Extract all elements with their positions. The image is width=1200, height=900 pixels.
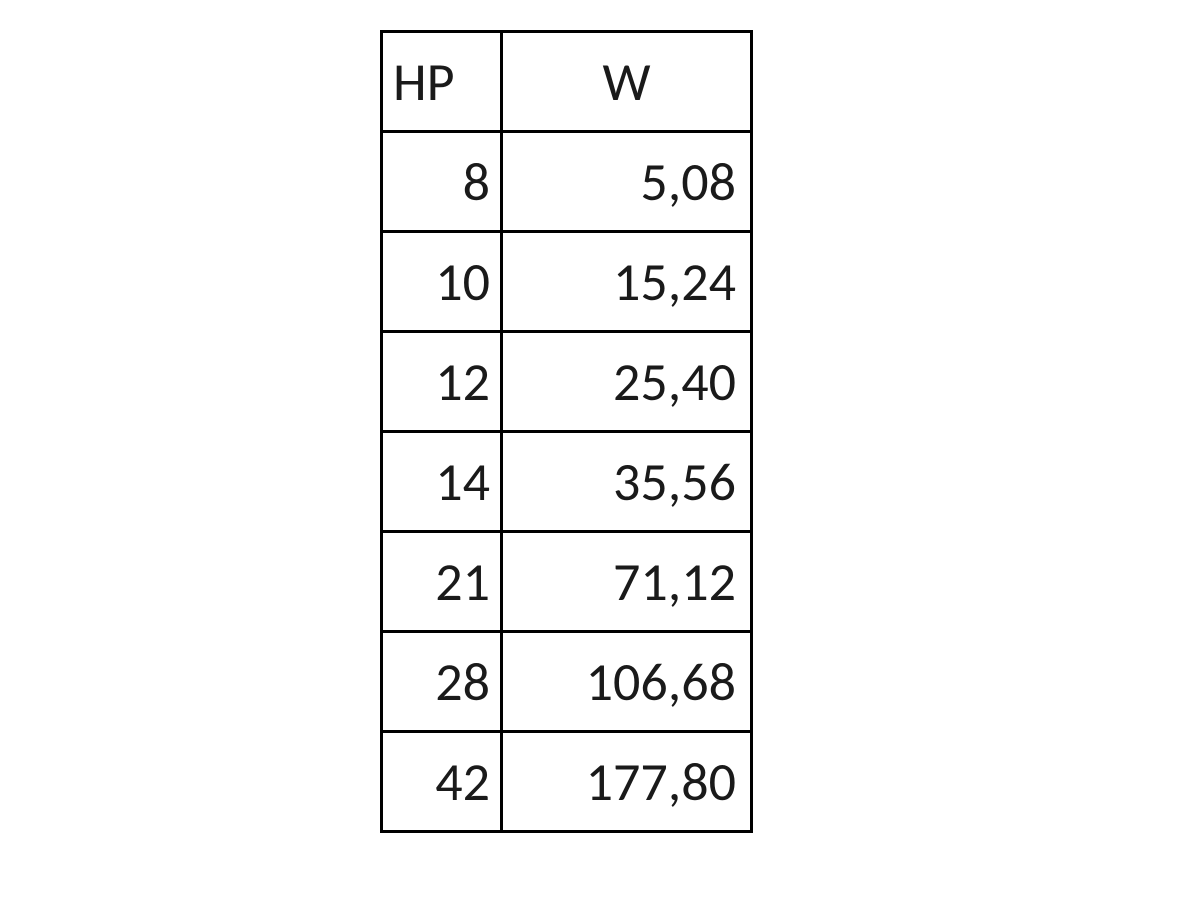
cell-w: 177,80 (502, 732, 752, 832)
cell-w: 5,08 (502, 132, 752, 232)
cell-hp: 42 (382, 732, 502, 832)
table-row: 14 35,56 (382, 432, 752, 532)
cell-hp: 21 (382, 532, 502, 632)
column-header-hp: HP (382, 32, 502, 132)
table-row: 8 5,08 (382, 132, 752, 232)
table-row: 42 177,80 (382, 732, 752, 832)
data-table: HP W 8 5,08 10 15,24 12 25,40 14 35,56 2 (380, 30, 753, 833)
table-row: 28 106,68 (382, 632, 752, 732)
cell-hp: 8 (382, 132, 502, 232)
table-row: 12 25,40 (382, 332, 752, 432)
table-row: 10 15,24 (382, 232, 752, 332)
data-table-container: HP W 8 5,08 10 15,24 12 25,40 14 35,56 2 (380, 30, 753, 833)
cell-w: 71,12 (502, 532, 752, 632)
column-header-w: W (502, 32, 752, 132)
cell-w: 15,24 (502, 232, 752, 332)
cell-w: 106,68 (502, 632, 752, 732)
cell-w: 35,56 (502, 432, 752, 532)
table-header-row: HP W (382, 32, 752, 132)
cell-w: 25,40 (502, 332, 752, 432)
cell-hp: 12 (382, 332, 502, 432)
cell-hp: 14 (382, 432, 502, 532)
table-row: 21 71,12 (382, 532, 752, 632)
cell-hp: 10 (382, 232, 502, 332)
cell-hp: 28 (382, 632, 502, 732)
